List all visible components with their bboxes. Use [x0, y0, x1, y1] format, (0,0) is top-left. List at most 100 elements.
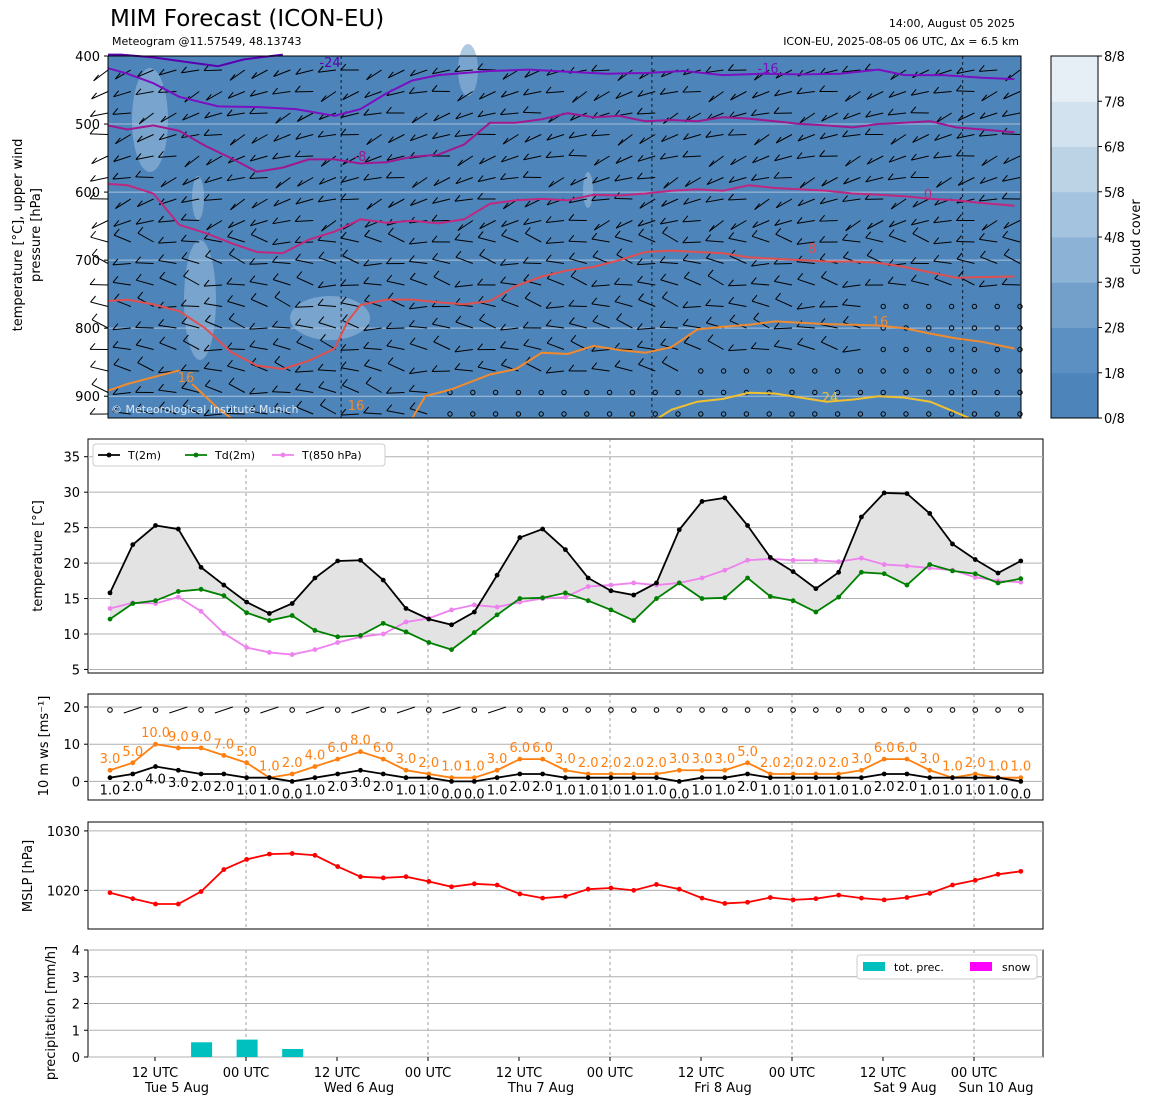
wind-barb-flag — [981, 224, 988, 231]
wind-barb-flag — [477, 343, 483, 350]
wind-barb — [866, 91, 884, 100]
wind-barb-flag — [113, 293, 120, 301]
mslp-point — [494, 882, 500, 888]
wind-barb-flag — [160, 115, 167, 123]
wind-barb-flag — [317, 363, 324, 371]
wind-barb-flag — [251, 72, 258, 79]
wind-barb — [295, 198, 314, 205]
mean-wind-point — [312, 775, 318, 781]
data-point — [790, 557, 796, 563]
data-point — [813, 557, 819, 563]
wind-barb — [796, 326, 815, 329]
wind-barb — [797, 198, 815, 207]
wind-barb — [615, 155, 633, 164]
wind-barb-flag — [501, 358, 507, 366]
calm-circle — [903, 389, 909, 396]
calm-circle — [743, 368, 750, 374]
wind-barb — [820, 134, 838, 140]
isotherm-label: 16 — [348, 399, 365, 414]
wind-barb-flag — [180, 213, 187, 221]
wind-barb — [591, 134, 610, 137]
colorbar-segment — [1051, 282, 1098, 328]
wind-barb-flag — [545, 151, 552, 158]
y-tick-label: 1030 — [47, 825, 80, 840]
wind-barb-flag — [888, 220, 895, 228]
x-tick-label: 12 UTC — [132, 1066, 178, 1081]
wind-barb-flag — [637, 219, 644, 227]
wind-barb-flag — [342, 249, 348, 257]
wind-barb-flag — [568, 299, 575, 307]
gust-label: 3.0 — [669, 752, 690, 767]
wind-barb-flag — [956, 67, 963, 74]
wind-barb-flag — [500, 323, 506, 331]
wind-barb — [546, 91, 565, 94]
mean-wind-label: 1.0 — [601, 784, 622, 799]
wind-barb-flag — [296, 336, 303, 343]
y-tick-label: 15 — [63, 593, 80, 608]
wind-barb-flag — [616, 248, 623, 255]
wind-barb-flag — [432, 317, 438, 325]
wind-barb-flag — [545, 254, 552, 262]
wind-barb — [546, 342, 565, 350]
wind-barb-flag — [910, 106, 917, 114]
wind-barb-flag — [773, 339, 780, 347]
mean-wind-point — [153, 764, 158, 769]
wind-barb-flag — [524, 227, 531, 234]
wind-barb-flag — [753, 312, 760, 320]
valid-time: 14:00, August 05 2025 — [888, 17, 1015, 30]
data-point — [426, 616, 432, 622]
wind-barb — [570, 275, 588, 286]
wind-barb-flag — [228, 248, 235, 255]
gust-point — [244, 760, 250, 766]
wind-barb — [135, 409, 154, 415]
wind-barb — [181, 219, 200, 221]
wind-barb-flag — [431, 84, 438, 92]
mslp-point — [403, 874, 409, 880]
colorbar-tick-label: 8/8 — [1104, 50, 1125, 65]
gust-label: 1.0 — [259, 760, 280, 775]
y-tick-label: 10 — [63, 738, 80, 753]
gust-point — [745, 760, 750, 766]
mean-wind-label: 3.0 — [350, 776, 371, 791]
wind-barb — [296, 406, 314, 415]
wind-barb — [432, 323, 451, 329]
wind-barb — [457, 91, 474, 102]
wind-barb-flag — [89, 278, 96, 285]
wind-barb-flag — [500, 108, 506, 115]
wind-barb-flag — [592, 250, 599, 257]
wind-barb-flag — [136, 70, 143, 78]
wind-barb-flag — [274, 355, 281, 363]
wind-barb — [250, 155, 268, 162]
mslp-ylabel: MSLP [hPa] — [21, 840, 36, 912]
wind-barb — [340, 198, 359, 201]
wind-barb-flag — [774, 154, 781, 162]
calm-circle — [994, 325, 1000, 331]
wind-barb — [365, 382, 382, 393]
wind-barb-flag — [591, 297, 598, 305]
wind-barb-flag — [979, 233, 985, 240]
wind-barb — [364, 300, 382, 307]
wind-barb-flag — [294, 365, 301, 373]
wind-barb-flag — [227, 295, 233, 302]
data-point — [927, 565, 933, 571]
wind-barb-flag — [477, 295, 484, 303]
wind-barb-flag — [386, 404, 393, 412]
wind-barb — [728, 177, 747, 183]
wind-barb — [728, 198, 747, 201]
wind-barb-flag — [317, 298, 324, 306]
isotherm-label: 16 — [872, 315, 889, 330]
wind-barb-flag — [275, 181, 282, 189]
wind-barb-flag — [432, 67, 438, 75]
wind-barb-flag — [910, 218, 917, 226]
wind-barb-flag — [251, 201, 258, 209]
wind-barb-flag — [203, 129, 210, 136]
wind-barb — [93, 69, 109, 82]
wind-barb-flag — [138, 117, 145, 125]
mean-wind-point — [608, 775, 614, 781]
mean-wind-label: 2.0 — [191, 780, 212, 795]
wind-barb-flag — [775, 292, 781, 300]
mslp-point — [859, 895, 864, 901]
wind-barb-flag — [249, 89, 256, 97]
mslp-point — [972, 877, 978, 883]
